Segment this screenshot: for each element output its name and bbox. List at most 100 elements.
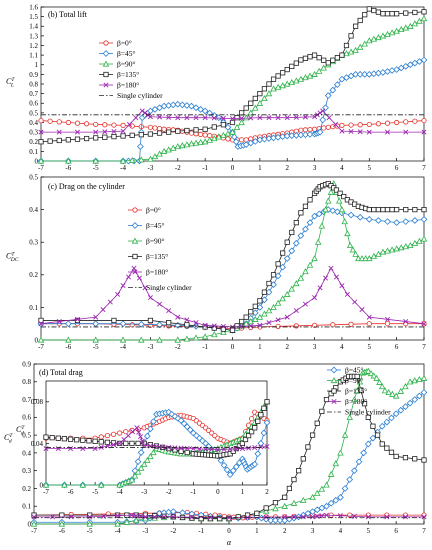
data-point (385, 316, 391, 322)
x-tick-label: 0 (227, 527, 231, 535)
x-tick-label: -6 (68, 488, 74, 496)
data-point (379, 441, 385, 447)
data-point (98, 434, 104, 440)
data-point (92, 336, 99, 343)
data-point (137, 464, 145, 471)
data-point (147, 452, 154, 460)
data-point (261, 296, 268, 304)
data-point (361, 71, 369, 78)
data-point (297, 232, 305, 240)
data-point (74, 317, 81, 324)
x-tick-label: 2 (265, 488, 269, 496)
data-point (183, 335, 191, 342)
data-point (128, 476, 136, 483)
data-point (388, 449, 395, 455)
series-line (41, 209, 425, 331)
legend-label: β=45° (117, 49, 136, 58)
data-point (325, 60, 331, 66)
data-point (133, 513, 139, 519)
legend-entry-beta-90deg: β=90° (128, 237, 165, 246)
y-tick-label: 1.5 (29, 13, 38, 21)
data-point (246, 445, 252, 451)
data-point (354, 373, 360, 380)
y-tick-label: 1.4 (29, 23, 38, 31)
data-point (384, 321, 391, 327)
data-point (146, 425, 154, 433)
data-point (270, 85, 277, 92)
data-point (43, 446, 49, 452)
data-point (366, 314, 372, 320)
data-point (420, 235, 428, 242)
data-point (226, 515, 232, 521)
data-point (261, 94, 268, 102)
data-point (275, 261, 281, 267)
data-point (339, 283, 345, 289)
data-point (329, 207, 337, 215)
y-tick-label: 0 (40, 481, 44, 489)
legend-swatch-marker (132, 269, 138, 275)
series-beta-135deg (38, 180, 427, 333)
data-point (376, 378, 383, 385)
x-tick-label: -5 (92, 488, 98, 496)
data-point (364, 440, 372, 448)
x-tick-label: -4 (115, 527, 121, 535)
data-point (156, 150, 163, 157)
data-point (270, 272, 277, 278)
panel-title: (c) Drag on the cylinder (48, 182, 125, 191)
data-point (334, 81, 341, 89)
data-point (262, 515, 270, 523)
x-tick-label: -4 (120, 164, 126, 172)
data-point (251, 309, 259, 317)
data-point (252, 315, 259, 322)
x-tick-label: -5 (93, 164, 99, 172)
data-point (186, 426, 194, 434)
data-point (379, 248, 387, 255)
data-point (272, 505, 279, 512)
data-point (365, 514, 371, 520)
data-point (210, 135, 218, 142)
data-point (138, 156, 145, 163)
legend-entry-single-cylinder: Single cylinder (327, 408, 391, 417)
legend-entry-beta-135deg: β=135° (327, 387, 367, 396)
data-point (397, 244, 405, 251)
data-point (265, 288, 273, 296)
data-point (291, 514, 297, 520)
data-point (261, 289, 268, 295)
data-point (42, 481, 50, 488)
data-point (300, 496, 307, 503)
data-point (375, 121, 382, 127)
data-point (68, 511, 74, 518)
data-point (388, 29, 396, 36)
legend-label: Single cylinder (117, 91, 163, 100)
x-tick-label: 1 (241, 488, 245, 496)
data-point (297, 274, 305, 281)
data-point (74, 316, 80, 322)
data-point (247, 318, 255, 325)
data-point (147, 155, 154, 162)
data-point (137, 320, 145, 328)
data-point (202, 132, 208, 138)
data-point (134, 458, 142, 465)
data-point (397, 26, 405, 33)
x-tick-label: -1 (202, 164, 208, 172)
data-point (288, 285, 296, 292)
data-point (393, 27, 400, 34)
data-point (380, 206, 386, 213)
data-point (55, 446, 61, 452)
data-point (290, 499, 298, 506)
y-tick-label: 0.5 (29, 173, 38, 181)
data-point (174, 336, 182, 343)
x-tick-label: -1 (202, 343, 208, 351)
data-point (55, 435, 61, 441)
data-point (153, 444, 160, 450)
data-point (347, 211, 355, 219)
data-point (166, 308, 172, 314)
data-point (111, 134, 117, 140)
data-point (179, 142, 186, 149)
data-point (321, 125, 327, 131)
x-tick-label: -4 (117, 488, 123, 496)
legend-label: β=0° (117, 39, 132, 48)
data-point (266, 81, 272, 87)
data-point (318, 504, 326, 512)
